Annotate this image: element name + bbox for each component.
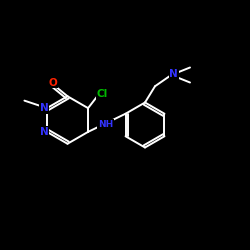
Text: O: O — [48, 78, 57, 88]
Text: N: N — [40, 103, 48, 113]
Text: NH: NH — [98, 120, 113, 128]
Text: Cl: Cl — [97, 90, 108, 99]
Text: N: N — [170, 69, 178, 79]
Text: N: N — [40, 127, 48, 137]
